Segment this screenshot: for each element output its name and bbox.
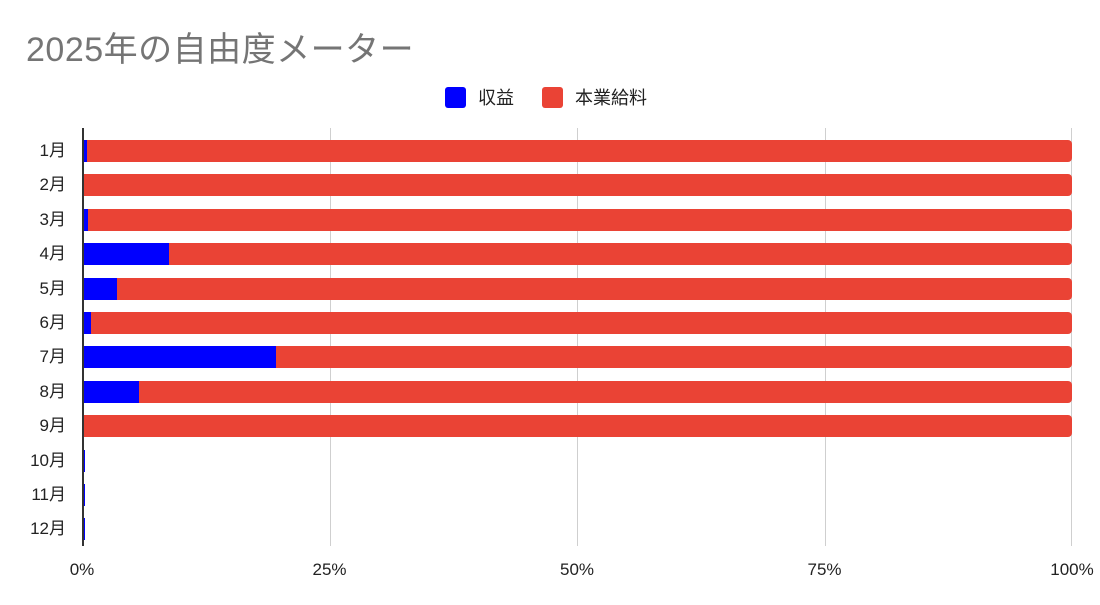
y-tick-label: 7月 bbox=[39, 347, 66, 367]
y-tick-label: 3月 bbox=[39, 209, 66, 229]
legend-item-revenue[interactable]: 収益 bbox=[445, 84, 514, 110]
bar-segment-salary[interactable] bbox=[276, 346, 1072, 369]
legend-label: 本業給料 bbox=[575, 88, 647, 108]
bar-row bbox=[82, 415, 1072, 438]
x-tick-label: 0% bbox=[69, 560, 95, 579]
x-tick-label: 25% bbox=[312, 560, 347, 579]
y-tick-label: 11月 bbox=[31, 485, 66, 504]
y-tick-label: 12月 bbox=[30, 519, 66, 539]
bar-row bbox=[82, 380, 1072, 403]
bar-segment-revenue[interactable] bbox=[82, 346, 277, 369]
bar-row bbox=[82, 140, 1072, 162]
legend: 収益 本業給料 bbox=[0, 84, 1100, 110]
bar-segment-revenue[interactable] bbox=[82, 208, 88, 231]
bar-segment-revenue[interactable] bbox=[82, 380, 140, 403]
bar-segment-revenue[interactable] bbox=[82, 312, 91, 334]
gridline-50 bbox=[577, 128, 578, 546]
bar-row bbox=[82, 449, 1072, 472]
bar-row bbox=[82, 484, 1072, 506]
x-tick-label: 50% bbox=[559, 560, 595, 579]
x-tick-label: 100% bbox=[1050, 560, 1094, 579]
bar-segment-salary[interactable] bbox=[82, 174, 1072, 197]
gridline-75 bbox=[824, 128, 826, 546]
bar-segment-salary[interactable] bbox=[86, 140, 1072, 162]
bar-segment-salary[interactable] bbox=[139, 380, 1072, 403]
bar-segment-revenue[interactable] bbox=[82, 243, 170, 266]
legend-label: 収益 bbox=[478, 88, 514, 108]
bar-row bbox=[82, 174, 1072, 197]
chart-title: 2025年の自由度メーター bbox=[26, 31, 415, 69]
y-tick-label: 1月 bbox=[39, 141, 66, 160]
bar-segment-salary[interactable] bbox=[82, 415, 1072, 438]
y-tick-label: 2月 bbox=[39, 175, 66, 195]
bar-row bbox=[82, 312, 1072, 334]
y-tick-label: 9月 bbox=[39, 416, 66, 436]
bar-segment-salary[interactable] bbox=[116, 277, 1072, 300]
y-tick-label: 8月 bbox=[39, 381, 66, 401]
bar-segment-revenue[interactable] bbox=[82, 277, 117, 300]
y-tick-label: 5月 bbox=[39, 278, 66, 298]
bar-row bbox=[82, 346, 1072, 369]
y-axis-line bbox=[82, 128, 84, 546]
y-tick-label: 4月 bbox=[39, 244, 66, 264]
bar-row bbox=[82, 208, 1072, 231]
bar-row bbox=[82, 243, 1072, 266]
bar-segment-salary[interactable] bbox=[90, 312, 1072, 334]
legend-swatch-salary bbox=[542, 86, 563, 108]
legend-swatch-revenue bbox=[445, 86, 466, 108]
bar-row bbox=[82, 277, 1072, 300]
gridline-25 bbox=[329, 128, 331, 546]
y-tick-label: 10月 bbox=[30, 450, 66, 470]
bar-segment-salary[interactable] bbox=[87, 208, 1072, 231]
x-tick-label: 75% bbox=[807, 560, 842, 579]
y-tick-label: 6月 bbox=[39, 313, 66, 332]
bar-row bbox=[82, 518, 1072, 541]
legend-item-salary[interactable]: 本業給料 bbox=[542, 84, 647, 110]
bar-segment-salary[interactable] bbox=[169, 243, 1072, 266]
plot-area bbox=[82, 128, 1072, 546]
gridline-100 bbox=[1071, 128, 1072, 546]
bar-segment-revenue[interactable] bbox=[82, 140, 87, 162]
